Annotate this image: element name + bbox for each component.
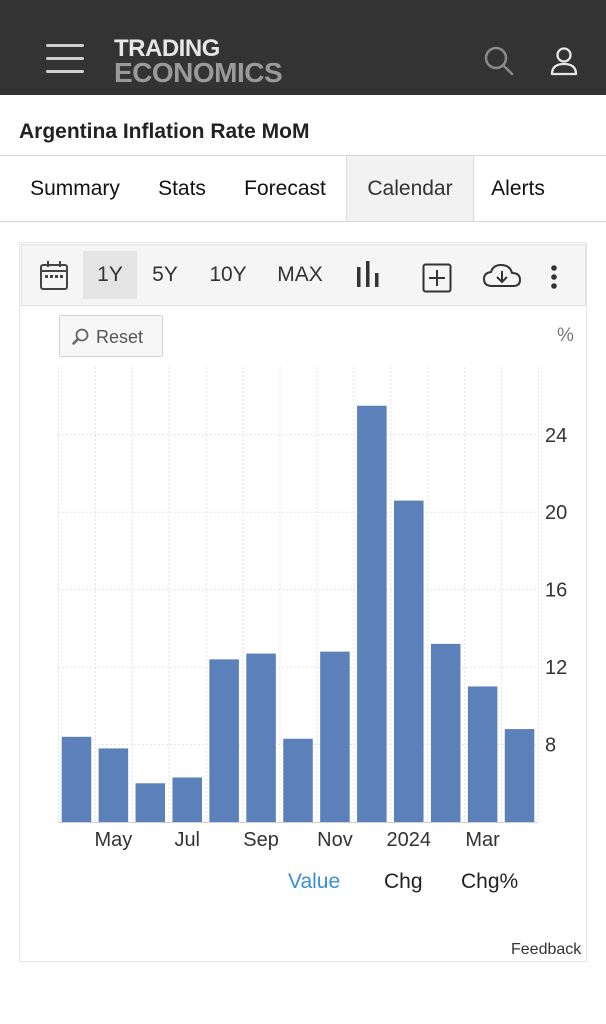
mode-chg-pct-link[interactable]: Chg%	[461, 870, 519, 893]
bar[interactable]	[172, 777, 202, 822]
bar[interactable]	[246, 653, 276, 822]
logo-line-1: TRADING	[114, 35, 220, 62]
range-max-button[interactable]: MAX	[277, 263, 323, 286]
x-tick-label: May	[94, 829, 132, 851]
reset-label: Reset	[96, 327, 144, 347]
feedback-link[interactable]: Feedback	[511, 941, 582, 958]
chart-card	[19, 242, 587, 962]
more-icon[interactable]	[549, 264, 559, 297]
calendar-icon[interactable]	[39, 259, 69, 296]
y-tick-label: 8	[545, 735, 556, 757]
tab-bar: Summary Stats Forecast Calendar Alerts	[0, 156, 606, 222]
range-5y-button[interactable]: 5Y	[152, 263, 178, 286]
search-icon[interactable]	[482, 44, 516, 78]
y-tick-label: 20	[545, 502, 567, 524]
tab-alerts[interactable]: Alerts	[491, 177, 545, 200]
tab-calendar[interactable]: Calendar	[346, 156, 474, 221]
bar[interactable]	[61, 736, 92, 822]
menu-icon[interactable]	[46, 44, 84, 74]
mode-value-link[interactable]: Value	[288, 870, 341, 893]
bar[interactable]	[98, 748, 129, 822]
y-tick-label: 16	[545, 580, 567, 602]
bar[interactable]	[209, 659, 239, 822]
y-tick-label: 12	[545, 657, 567, 679]
chart-toolbar: 1Y 5Y 10Y MAX	[21, 244, 586, 306]
x-tick-label: Jul	[174, 829, 200, 851]
brand-logo[interactable]: TRADING ECONOMICS	[114, 35, 283, 88]
tab-summary[interactable]: Summary	[30, 177, 120, 200]
download-icon[interactable]	[482, 262, 522, 295]
range-1y-button[interactable]: 1Y	[83, 251, 137, 299]
tab-stats[interactable]: Stats	[158, 177, 206, 200]
add-icon[interactable]	[422, 263, 452, 298]
reset-zoom-button[interactable]: Reset	[59, 315, 163, 357]
page-header: Argentina Inflation Rate MoM	[0, 95, 606, 156]
bar[interactable]	[283, 738, 313, 822]
range-10y-button[interactable]: 10Y	[209, 263, 247, 286]
x-tick-label: Sep	[243, 829, 279, 851]
bar[interactable]	[135, 783, 166, 822]
bar[interactable]	[504, 729, 535, 822]
zoom-icon	[72, 328, 89, 345]
y-axis-unit: %	[557, 325, 574, 346]
bar[interactable]	[394, 500, 424, 822]
mode-chg-link[interactable]: Chg	[384, 870, 423, 893]
user-icon[interactable]	[547, 44, 581, 78]
tab-forecast[interactable]: Forecast	[244, 177, 326, 200]
x-tick-label: Nov	[317, 829, 353, 851]
bar[interactable]	[430, 643, 461, 822]
bar[interactable]	[357, 405, 387, 822]
top-bar: TRADING ECONOMICS	[0, 0, 606, 95]
page-title: Argentina Inflation Rate MoM	[19, 120, 310, 143]
bar-chart-icon[interactable]	[356, 261, 380, 294]
logo-line-2: ECONOMICS	[114, 57, 283, 88]
x-tick-label: Mar	[465, 829, 500, 851]
bar[interactable]	[320, 651, 350, 822]
x-tick-label: 2024	[387, 829, 432, 851]
y-tick-label: 24	[545, 425, 567, 447]
bar[interactable]	[467, 686, 498, 822]
